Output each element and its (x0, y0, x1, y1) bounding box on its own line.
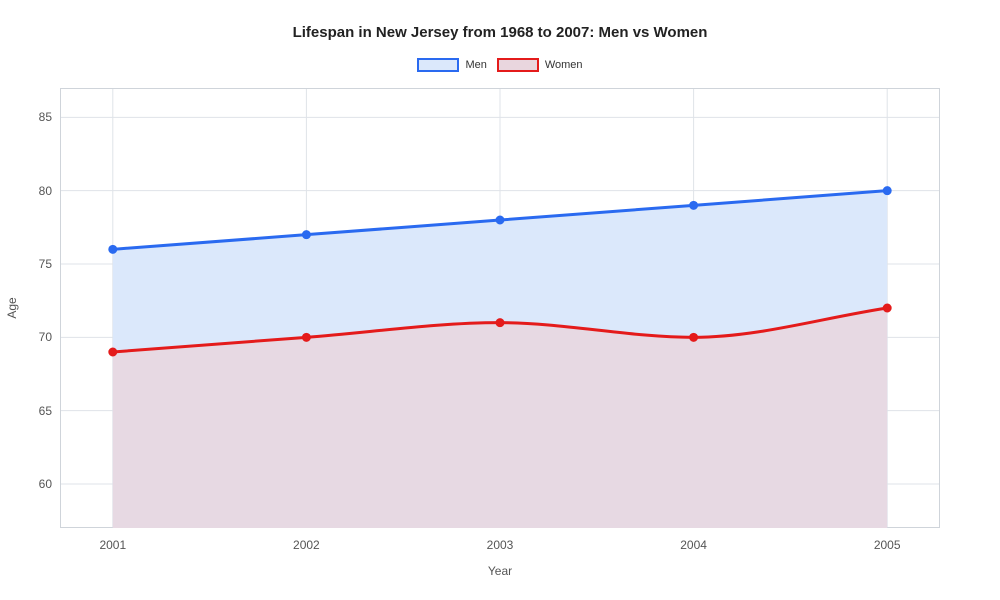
x-tick-label: 2005 (874, 538, 901, 552)
x-tick-label: 2002 (293, 538, 320, 552)
legend-label-women: Women (545, 59, 583, 71)
legend-label-men: Men (465, 59, 486, 71)
y-tick-label: 80 (39, 184, 52, 198)
y-axis-label: Age (5, 297, 19, 318)
legend-item-women: Women (497, 58, 583, 72)
x-tick-label: 2004 (680, 538, 707, 552)
legend-swatch-men (417, 58, 459, 72)
y-tick-label: 75 (39, 257, 52, 271)
x-tick-label: 2003 (487, 538, 514, 552)
y-tick-label: 70 (39, 330, 52, 344)
legend-item-men: Men (417, 58, 486, 72)
x-axis-label: Year (488, 564, 512, 578)
plot-area (60, 88, 940, 528)
chart-container: Lifespan in New Jersey from 1968 to 2007… (0, 0, 1000, 600)
legend-swatch-women (497, 58, 539, 72)
legend: Men Women (0, 58, 1000, 72)
chart-title: Lifespan in New Jersey from 1968 to 2007… (0, 24, 1000, 41)
y-tick-label: 85 (39, 110, 52, 124)
y-tick-label: 60 (39, 477, 52, 491)
y-tick-label: 65 (39, 404, 52, 418)
plot-svg (60, 88, 940, 528)
x-tick-label: 2001 (99, 538, 126, 552)
